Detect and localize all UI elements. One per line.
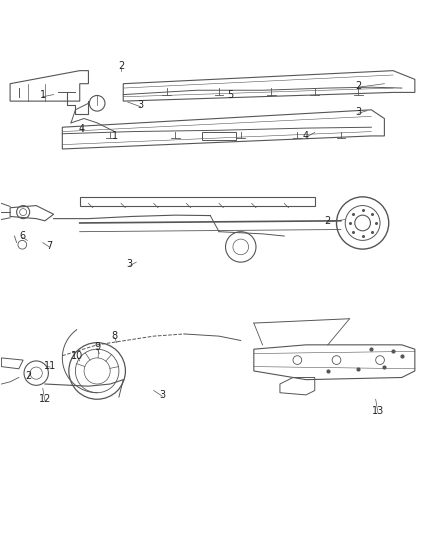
Text: 4: 4 [303,131,309,141]
Text: 12: 12 [39,394,51,404]
Text: 3: 3 [355,107,361,117]
Text: 2: 2 [325,216,331,226]
Text: 1: 1 [112,131,118,141]
Text: 5: 5 [227,90,233,100]
Text: 2: 2 [25,371,32,381]
Text: 2: 2 [118,61,124,71]
Text: 11: 11 [44,361,56,371]
Text: 10: 10 [71,351,84,361]
Text: 2: 2 [355,81,361,91]
Text: 1: 1 [40,90,46,100]
Text: 3: 3 [159,390,166,400]
Text: 8: 8 [112,331,118,341]
Text: 3: 3 [127,260,133,269]
Bar [201,132,237,140]
Text: 3: 3 [138,100,144,110]
Text: 7: 7 [46,240,53,251]
Text: 4: 4 [79,124,85,134]
Text: 13: 13 [372,406,384,416]
Text: 9: 9 [94,342,100,352]
Text: 6: 6 [19,231,25,241]
